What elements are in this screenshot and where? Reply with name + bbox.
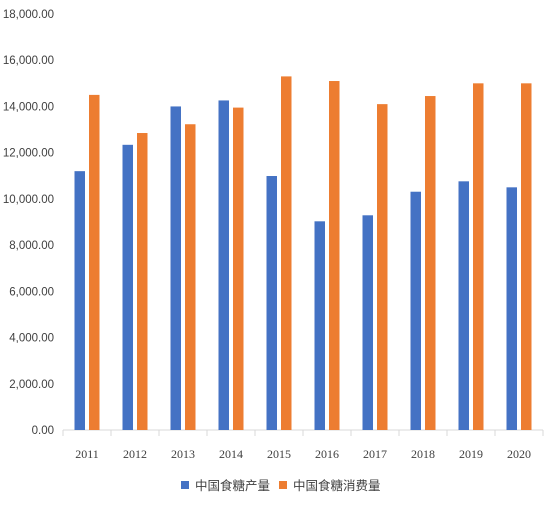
- legend-label: 中国食糖产量: [195, 478, 270, 493]
- x-tick-label: 2015: [267, 447, 291, 461]
- bar-series-2-2013: [185, 124, 196, 431]
- legend-swatch: [181, 481, 189, 489]
- x-axis: 2011 2012 2013 2014 2015 2016 2017 2018 2019 2020: [62, 429, 544, 461]
- bar-series-2-2019: [473, 83, 484, 430]
- bar-series-2-2015: [281, 76, 292, 431]
- y-tick-label: 14,000.00: [3, 101, 54, 113]
- bar-series-2-2018: [425, 96, 436, 430]
- x-tick-label: 2013: [171, 447, 195, 461]
- y-tick-label: 6,000.00: [9, 286, 54, 298]
- bar-series-2-2020: [521, 83, 532, 430]
- x-tick-label: 2019: [459, 447, 483, 461]
- y-tick-label: 18,000.00: [3, 9, 54, 21]
- bar-series-1-2018: [410, 191, 421, 430]
- bars: [74, 76, 532, 431]
- bar-series-1-2019: [458, 181, 469, 430]
- y-tick-label: 12,000.00: [3, 148, 54, 160]
- bar-series-1-2012: [122, 144, 133, 430]
- bar-series-1-2017: [362, 215, 373, 430]
- bar-series-1-2016: [314, 221, 325, 430]
- bar-series-1-2013: [170, 106, 181, 430]
- legend-swatch: [279, 481, 287, 489]
- y-tick-label: 10,000.00: [3, 194, 54, 206]
- x-tick-label: 2017: [363, 447, 387, 461]
- y-axis: 0.00 2,000.00 4,000.00 6,000.00 8,000.00 10,0…: [3, 9, 54, 437]
- legend: 中国食糖产量 中国食糖消费量: [181, 478, 381, 493]
- x-tick-label: 2011: [75, 447, 99, 461]
- bar-series-1-2020: [506, 187, 517, 430]
- bar-series-1-2011: [74, 171, 85, 430]
- bar-series-2-2016: [329, 81, 340, 431]
- bar-series-1-2014: [218, 100, 229, 430]
- bar-series-2-2017: [377, 104, 388, 430]
- y-tick-label: 0.00: [32, 425, 54, 437]
- legend-label: 中国食糖消费量: [293, 478, 381, 493]
- x-tick-label: 2018: [411, 447, 435, 461]
- bar-series-2-2011: [89, 94, 100, 430]
- x-tick-label: 2012: [123, 447, 147, 461]
- y-tick-label: 2,000.00: [9, 379, 54, 391]
- bar-series-2-2014: [233, 107, 244, 430]
- y-tick-label: 4,000.00: [9, 333, 54, 345]
- x-tick-label: 2014: [219, 447, 243, 461]
- y-tick-label: 8,000.00: [9, 240, 54, 252]
- x-tick-label: 2020: [507, 447, 531, 461]
- bar-series-2-2012: [137, 133, 148, 430]
- y-tick-label: 16,000.00: [3, 55, 54, 67]
- x-tick-label: 2016: [315, 447, 339, 461]
- bar-series-1-2015: [266, 176, 277, 430]
